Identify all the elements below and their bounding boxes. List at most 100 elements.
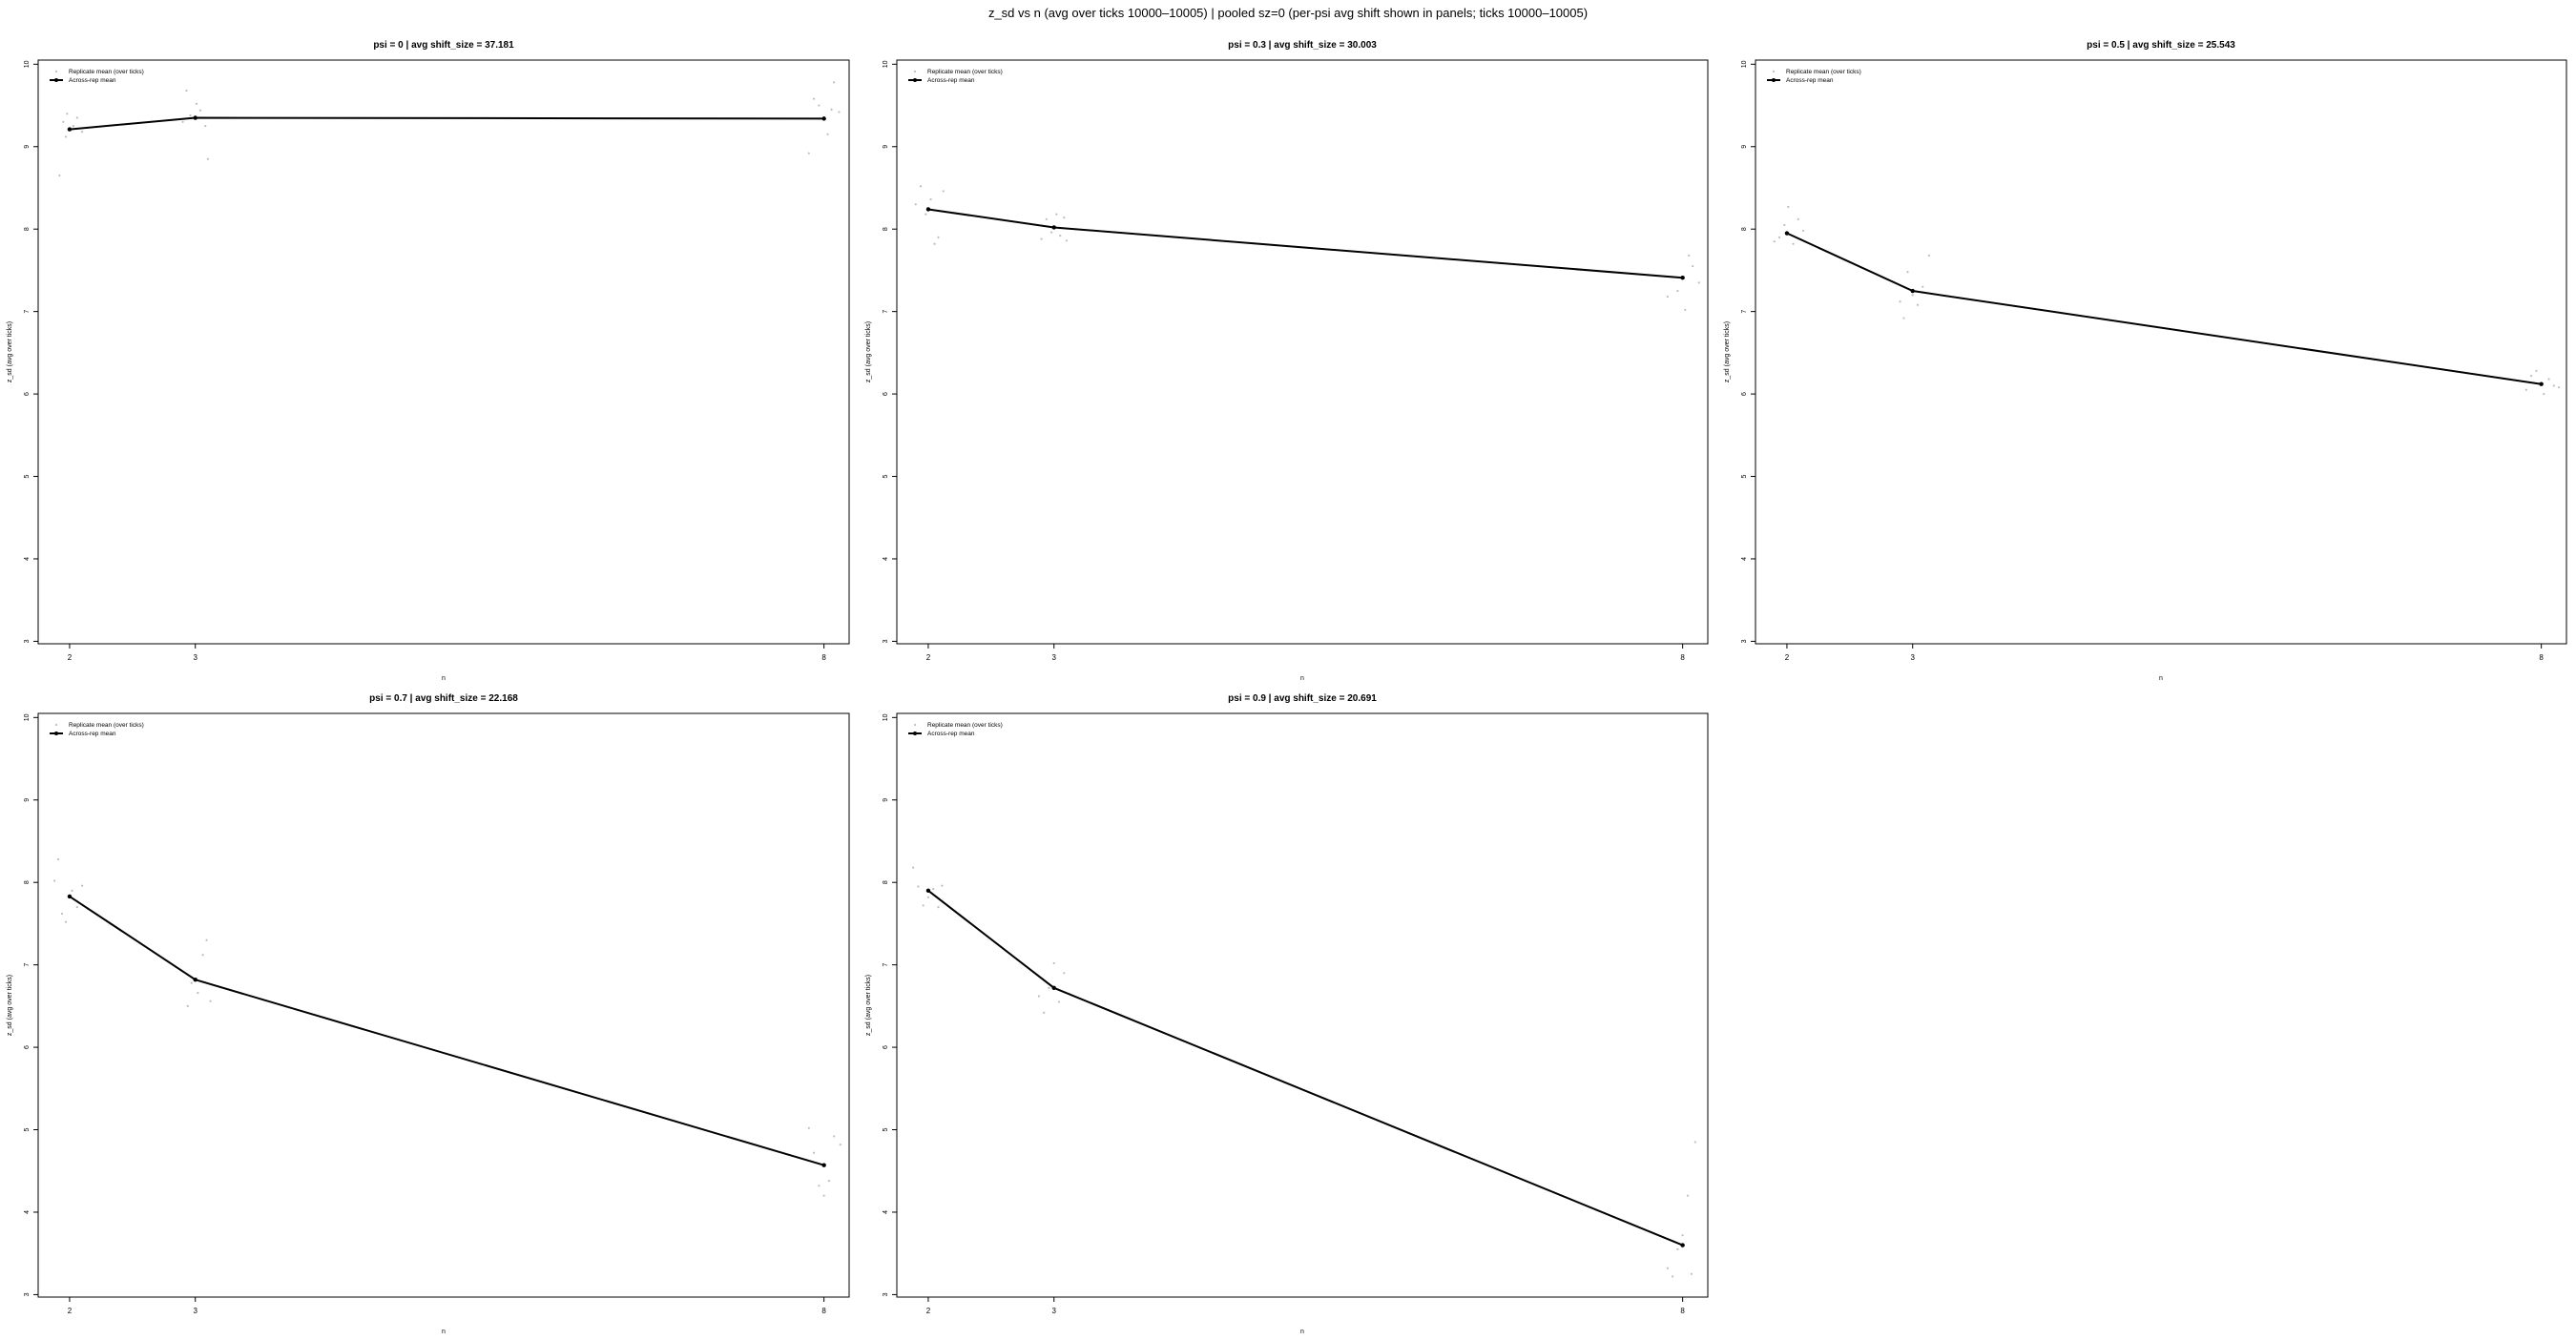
mean-line (927, 890, 1684, 1247)
chart-svg: psi = 0.9 | avg shift_size = 20.691 2 3 8 3 4… (865, 693, 1709, 1335)
mean-point (925, 207, 931, 212)
y-tick-label: 8 (1741, 227, 1748, 231)
chart-svg: psi = 0.5 | avg shift_size = 25.543 2 3 8 3 4… (1724, 40, 2567, 682)
y-axis-label: z_sd (avg over ticks) (7, 975, 13, 1036)
mean-point (925, 888, 931, 894)
y-tick-label: 9 (24, 145, 31, 149)
x-tick-label: 2 (1785, 653, 1790, 662)
panel-title: psi = 0.3 | avg shift_size = 30.003 (1228, 40, 1377, 51)
y-tick-label: 6 (883, 1045, 889, 1049)
mean-point (2539, 381, 2544, 386)
mean-point (67, 894, 73, 899)
replicate-point (830, 108, 833, 111)
legend-mean-marker (1772, 78, 1776, 82)
replicate-point (1043, 1011, 1046, 1014)
replicate-point (1773, 240, 1776, 243)
mean-point (821, 1163, 826, 1167)
mean-point (1680, 276, 1685, 280)
replicate-point (1690, 1272, 1693, 1275)
panel-4: psi = 0.9 | avg shift_size = 20.691 2 3 8 3 4… (859, 682, 1717, 1340)
y-tick-label: 10 (24, 60, 31, 68)
legend-label: Across-rep mean (927, 731, 975, 737)
replicate-point (206, 157, 210, 160)
replicate-point (58, 174, 61, 177)
replicate-point (807, 152, 810, 155)
y-tick-label: 8 (883, 227, 889, 231)
replicate-point (1059, 235, 1062, 237)
x-tick-label: 3 (1052, 653, 1057, 662)
replicate-point (1672, 1275, 1674, 1278)
y-tick-label: 10 (883, 713, 889, 721)
replicate-point (813, 1151, 816, 1154)
replicate-point (2535, 369, 2538, 372)
x-tick-label: 8 (1680, 1307, 1685, 1315)
mean-point (1910, 288, 1915, 294)
plot-frame (896, 712, 1709, 1298)
replicate-point (195, 102, 198, 105)
mean-point (1051, 225, 1056, 230)
y-tick-label: 9 (1741, 145, 1748, 149)
replicate-point (1777, 236, 1781, 238)
x-axis-label: n (2159, 675, 2163, 682)
replicate-point (926, 896, 930, 898)
replicate-point (937, 236, 940, 238)
x-tick-label: 3 (194, 1307, 198, 1315)
replicate-point (1801, 229, 1805, 233)
chart-svg: psi = 0.7 | avg shift_size = 22.168 2 3 8 3 4… (7, 693, 850, 1335)
y-tick-label: 9 (24, 798, 31, 802)
x-tick-label: 8 (2539, 653, 2544, 662)
legend-label: Across-rep mean (69, 77, 116, 84)
panel-title: psi = 0.9 | avg shift_size = 20.691 (1228, 693, 1377, 704)
legend-mean-marker (913, 78, 917, 82)
replicate-point (201, 954, 204, 957)
replicate-point (932, 888, 935, 891)
replicate-point (1902, 317, 1905, 320)
replicate-point (75, 116, 78, 119)
legend-replicate-marker (913, 723, 917, 727)
y-tick-label: 5 (24, 474, 31, 478)
replicate-point (1681, 1234, 1684, 1237)
legend-label: Replicate mean (over ticks) (1786, 69, 1861, 75)
replicate-point (914, 203, 917, 206)
replicate-point (1037, 995, 1041, 998)
replicate-point (81, 884, 84, 887)
replicate-point (838, 111, 841, 113)
legend-mean-marker (54, 78, 58, 82)
mean-point (821, 116, 826, 121)
replicate-point (72, 125, 74, 128)
x-tick-label: 8 (821, 653, 826, 662)
chart-svg: psi = 0.3 | avg shift_size = 30.003 2 3 8 3 4… (865, 40, 1709, 682)
replicate-point (1063, 216, 1066, 219)
replicate-point (209, 1000, 212, 1002)
replicate-point (1048, 986, 1050, 989)
x-tick-label: 8 (821, 1307, 826, 1315)
replicate-point (1792, 242, 1795, 245)
y-tick-label: 6 (24, 392, 31, 396)
replicate-point (2524, 388, 2527, 391)
replicate-point (1057, 1000, 1061, 1003)
replicate-point (64, 920, 68, 923)
x-axis-label: n (1300, 675, 1304, 682)
replicate-point (813, 97, 816, 100)
legend-label: Across-rep mean (927, 77, 975, 84)
mean-line (69, 116, 824, 131)
replicate-point (818, 104, 821, 107)
replicate-point (1787, 205, 1790, 208)
replicate-point (919, 185, 923, 188)
replicate-point (75, 906, 78, 909)
x-tick-label: 2 (68, 653, 73, 662)
replicate-point (1906, 271, 1909, 274)
replicate-point (56, 857, 60, 861)
y-tick-label: 7 (1741, 310, 1748, 314)
x-tick-label: 3 (1052, 1307, 1057, 1315)
replicate-point (1899, 300, 1901, 303)
y-tick-label: 3 (24, 1292, 31, 1296)
x-axis-label: n (442, 1329, 446, 1335)
replicate-point (2530, 374, 2533, 378)
panel-0: psi = 0 | avg shift_size = 37.181 2 3 8 3 4 5 6… (0, 29, 859, 687)
replicate-point (924, 213, 927, 216)
x-tick-label: 2 (68, 1307, 73, 1315)
y-tick-label: 10 (883, 60, 889, 68)
replicate-point (1911, 294, 1914, 297)
replicate-point (807, 1126, 810, 1129)
